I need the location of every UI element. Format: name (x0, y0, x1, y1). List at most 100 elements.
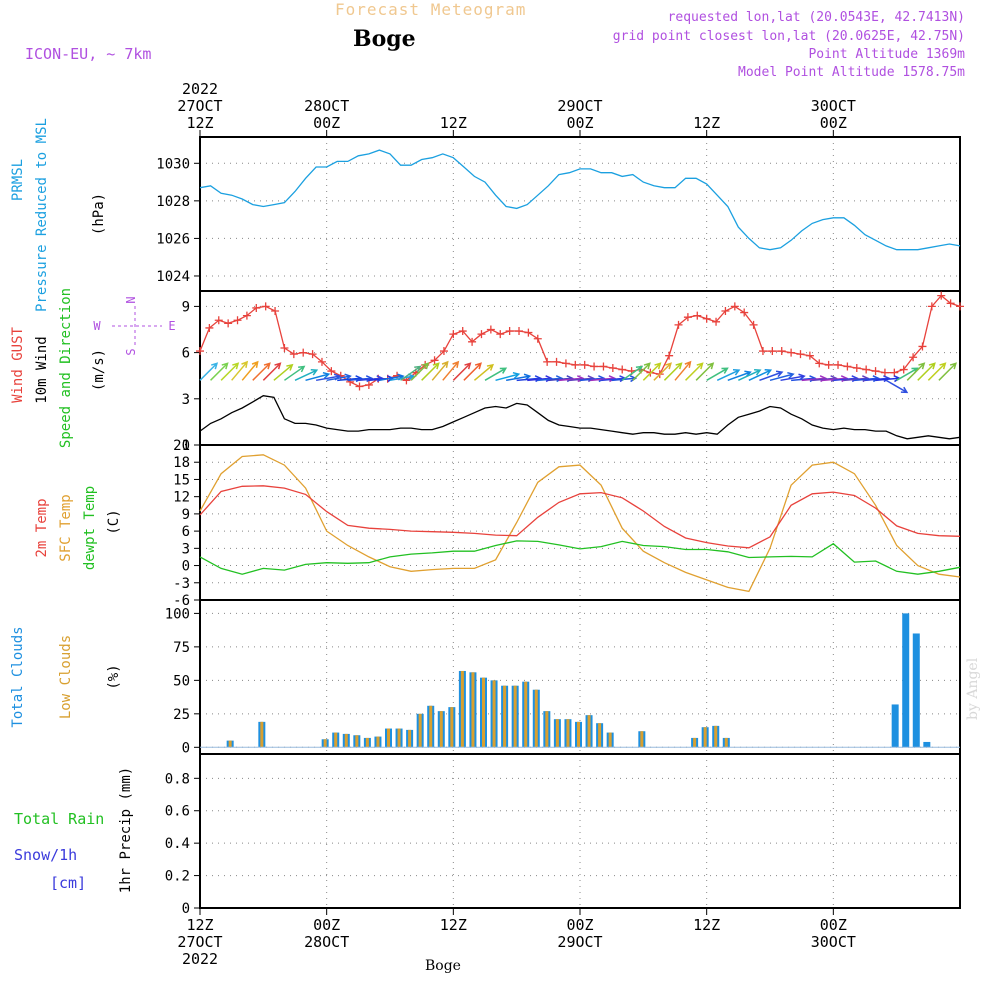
wind-arrow (273, 363, 294, 381)
point-altitude: Point Altitude 1369m (808, 47, 965, 62)
y-tick-label: 0 (182, 438, 190, 454)
gust-marker (317, 357, 326, 366)
gust-marker (740, 308, 749, 317)
panel-frame (199, 136, 961, 292)
gust-marker (571, 360, 580, 369)
gust-marker (796, 350, 805, 359)
wind-arrow (358, 375, 384, 383)
requested-coords: requested lon,lat (20.0543E, 42.7413N) (667, 10, 965, 25)
gust-marker (224, 319, 233, 328)
gust-marker (355, 382, 364, 391)
gust-marker (299, 348, 308, 357)
low-cloud-bar (376, 736, 380, 748)
gust-marker (271, 307, 280, 316)
wind-arrow (495, 371, 521, 382)
y-tick-label: 50 (173, 673, 190, 689)
compass-s: S (124, 348, 138, 355)
wind-arrow (885, 379, 909, 394)
axis-label-sfc-temp: SFC Temp (58, 494, 74, 561)
dewpt-temp-line (199, 540, 961, 575)
low-cloud-bar (418, 713, 422, 748)
y-tick-label: 1030 (156, 156, 190, 172)
wind-arrow (305, 371, 331, 382)
y-tick-label: 75 (173, 640, 190, 656)
gust-marker (899, 365, 908, 374)
gust-marker (327, 367, 336, 376)
location-name: Boge (353, 26, 416, 52)
panel-frame (199, 444, 961, 601)
wind-arrow (927, 362, 947, 381)
gust-marker (730, 302, 739, 311)
low-cloud-bar (503, 685, 507, 748)
x-label-top: 00Z (313, 114, 340, 132)
low-cloud-bar (534, 689, 538, 748)
y-tick-label: 12 (173, 490, 190, 506)
low-cloud-bar (365, 737, 369, 748)
low-cloud-bar (598, 723, 602, 748)
gust-marker (937, 291, 946, 300)
low-cloud-bar (397, 728, 401, 748)
x-label-bottom: 12Z (693, 916, 720, 934)
compass-e: E (168, 319, 175, 333)
gust-marker (196, 347, 204, 356)
gust-marker (843, 362, 852, 371)
gust-marker (468, 337, 477, 346)
axis-label-dewpt-temp: dewpt Temp (82, 486, 98, 570)
wind-arrow (917, 362, 936, 381)
wind-arrow (421, 362, 440, 381)
wind-arrow (801, 375, 828, 383)
low-cloud-bar (260, 721, 264, 748)
low-cloud-bar (693, 737, 697, 748)
x-label-top: 00Z (820, 114, 847, 132)
x-label-bottom: 29OCT (557, 933, 602, 951)
y-tick-label: 1028 (156, 194, 190, 210)
gust-marker (871, 367, 880, 376)
gust-marker (880, 368, 889, 377)
gust-marker (205, 323, 214, 332)
wind-arrow (695, 362, 715, 381)
panel-clouds: 0 25 50 75 100 (165, 599, 961, 756)
wind-arrow (537, 375, 564, 383)
wind-arrow (473, 363, 495, 381)
axis-label-low-clouds: Low Clouds (58, 635, 74, 719)
gust-marker (918, 342, 927, 351)
panel-wind: 0 3 6 9 (182, 290, 961, 454)
wind-arrow (632, 362, 651, 381)
gust-marker (674, 320, 683, 329)
axis-label-hpa: (hPa) (91, 193, 107, 235)
label-snow: Snow/1h (14, 846, 77, 864)
x-label-top: 00Z (566, 114, 593, 132)
y-tick-label: 100 (165, 606, 190, 622)
x-label-top: 30OCT (811, 97, 856, 115)
label-total-rain: Total Rain (14, 810, 104, 828)
low-cloud-bar (355, 735, 359, 748)
low-cloud-bar (460, 670, 464, 748)
gust-marker (834, 360, 843, 369)
panel-frame (199, 290, 961, 446)
low-cloud-bar (471, 672, 475, 748)
x-label-bottom: 00Z (313, 916, 340, 934)
gust-marker (477, 330, 486, 339)
y-tick-label: 6 (182, 346, 190, 362)
low-cloud-bar (724, 737, 728, 748)
y-tick-label: 0 (182, 559, 190, 575)
wind-arrow (442, 360, 460, 381)
wind-arrow (822, 375, 849, 383)
low-cloud-bar (492, 680, 496, 748)
gust-marker (543, 357, 552, 366)
model-altitude: Model Point Altitude 1578.75m (738, 65, 965, 80)
compass-n: N (124, 296, 138, 303)
model-name: ICON-EU, ~ 7km (25, 45, 152, 63)
wind-speed-line (199, 395, 961, 440)
sfc-temp-line (199, 454, 961, 593)
wind-arrow (864, 375, 891, 383)
wind-arrow (780, 373, 806, 382)
gust-marker (496, 330, 505, 339)
gust-marker (242, 311, 251, 320)
y-tick-label: 0.8 (165, 771, 190, 787)
x-label-top: 2022 (182, 80, 218, 98)
gridpoint-coords: grid point closest lon,lat (20.0625E, 42… (612, 29, 965, 44)
wind-arrow (642, 362, 662, 381)
low-cloud-bar (344, 733, 348, 748)
